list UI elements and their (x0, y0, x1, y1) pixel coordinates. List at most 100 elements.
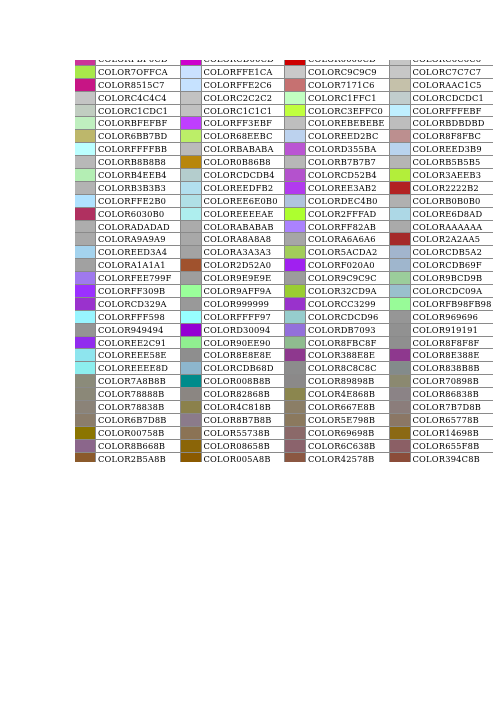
color-swatch (75, 233, 96, 246)
color-swatch (180, 388, 202, 401)
color-code-label: COLOR394C8B (412, 453, 480, 462)
color-code-label: COLOR65778B (412, 414, 479, 425)
color-swatch (75, 181, 96, 194)
color-swatch (75, 285, 96, 297)
color-swatch (389, 272, 411, 285)
color-code-label: COLORCD52B4 (308, 170, 377, 181)
color-swatch (180, 336, 202, 349)
color-row: COLORABABAB (180, 220, 285, 234)
color-code-label: COLORFF3EBF (203, 118, 273, 129)
color-code-label: COLORA9A9A9 (98, 234, 166, 245)
color-code-label: COLOR388E8E (308, 350, 376, 361)
color-code-label: COLOR6030B0 (98, 208, 165, 219)
color-code-label: COLORFFF598 (98, 311, 166, 322)
color-code-label: COLORC1FFC1 (308, 92, 377, 103)
color-row: COLOR8F8FBC (389, 130, 493, 144)
color-row: COLOR2A2AA5 (389, 233, 493, 247)
color-code-label: COLOR4E868B (308, 389, 376, 400)
color-code-label: COLORA1A1A1 (98, 260, 166, 271)
color-swatch (389, 78, 411, 91)
color-row: COLOR394C8B (389, 452, 494, 462)
color-row: COLORFF309B (75, 285, 180, 298)
color-row: COLOR6030B0 (75, 207, 180, 221)
color-row: COLOREE6E0B0 (180, 194, 285, 208)
color-code-label: COLOR8E8E8E (203, 350, 272, 361)
color-swatch (75, 452, 96, 462)
color-swatch (180, 246, 202, 259)
color-swatch (75, 104, 96, 117)
color-row: COLOREE2C91 (75, 336, 180, 350)
color-swatch (285, 272, 306, 285)
color-row: COLOR82868B (180, 388, 285, 402)
color-code-label: COLORCDCDC1 (412, 92, 485, 103)
color-swatch (285, 156, 306, 169)
color-row: COLORCC3299 (285, 297, 390, 311)
color-row: COLORCDB68D (180, 362, 285, 376)
color-row: COLOR8E388E (389, 349, 493, 363)
color-row: COLORB7B7B7 (285, 156, 390, 170)
color-row: COLOR4E868B (285, 388, 390, 402)
color-swatch (285, 362, 306, 375)
color-code-label: COLORB4EEB4 (98, 170, 167, 181)
color-row: COLOR89898B (285, 375, 390, 389)
color-code-label: COLOR8515C7 (98, 79, 165, 90)
color-row: COLORC6C6C6 (389, 60, 493, 66)
color-code-label: COLOR6BB7BD (98, 131, 168, 142)
color-code-label: COLORB0B0B0 (412, 195, 481, 206)
color-code-label: COLOR82868B (203, 389, 270, 400)
color-code-label: COLOR68EEBC (203, 131, 273, 142)
color-row: COLORFF82AB (285, 220, 390, 234)
color-code-label: COLOR70898B (412, 376, 479, 387)
color-swatch (180, 78, 202, 91)
color-row: COLORCDCD96 (285, 310, 390, 324)
color-swatch (389, 297, 411, 310)
color-table: COLORFBF0CDCOLOR7OFFCA COLOR8515C7 COLORC4… (75, 60, 493, 462)
color-code-label: COLOREE6E0B0 (203, 195, 278, 206)
color-column-1: COLORFBF0CDCOLOR7OFFCA COLOR8515C7 COLORC4… (75, 60, 180, 462)
color-swatch (75, 388, 96, 401)
color-code-label: COLORFFE2B0 (98, 195, 167, 206)
color-swatch (285, 439, 306, 452)
color-code-label: COLOR8F8FBC (412, 131, 482, 142)
color-code-label: COLORB3B3B3 (98, 182, 167, 193)
color-row: COLORA3A3A3 (180, 246, 285, 260)
color-row: COLORFEE799F (75, 272, 180, 286)
color-code-label: COLOR89898B (308, 376, 375, 387)
color-row: COLORB8B8B8 (75, 156, 180, 170)
color-swatch (75, 413, 96, 426)
color-swatch (75, 310, 96, 323)
color-swatch (285, 169, 306, 181)
color-swatch (285, 233, 306, 246)
color-code-label: COLORAAAAAA (412, 221, 483, 232)
color-code-label: COLOR7A8B8B (98, 376, 166, 387)
color-row: COLOR8FBC8F (285, 336, 390, 350)
color-row: COLOR999999 (180, 297, 285, 311)
color-swatch (75, 426, 96, 439)
color-swatch (389, 65, 411, 78)
color-row: COLOR949494 (75, 323, 180, 337)
color-row: COLOR6BB7BD (75, 130, 180, 144)
color-swatch (180, 143, 202, 156)
color-code-label: COLOR69698B (308, 427, 375, 438)
color-swatch (285, 297, 306, 310)
color-row: COLOR6B7D8B (75, 413, 180, 427)
color-swatch (180, 220, 202, 233)
color-code-label: COLOR08658B (203, 440, 270, 451)
color-swatch (180, 156, 202, 169)
color-row: COLOR78838B (75, 401, 180, 414)
color-swatch (389, 117, 411, 130)
color-code-label: COLOREEE58E (98, 350, 167, 361)
color-swatch (389, 323, 411, 336)
color-code-label: COLOR6B7D8B (98, 414, 167, 425)
color-swatch (389, 60, 411, 65)
color-row: COLOR7OFFCA (75, 65, 180, 79)
color-code-label: COLOR8FBC8F (308, 337, 377, 348)
color-code-label: COLORC6C6C6 (413, 60, 482, 65)
color-swatch (285, 181, 306, 194)
color-row: COLOR655F8B (389, 439, 493, 453)
color-code-label: COLOR55738B (203, 427, 270, 438)
color-swatch (180, 104, 202, 117)
color-code-label: COLORDEC4B0 (308, 195, 378, 206)
color-swatch (180, 60, 202, 65)
color-code-label: COLORCC3299 (308, 298, 376, 309)
